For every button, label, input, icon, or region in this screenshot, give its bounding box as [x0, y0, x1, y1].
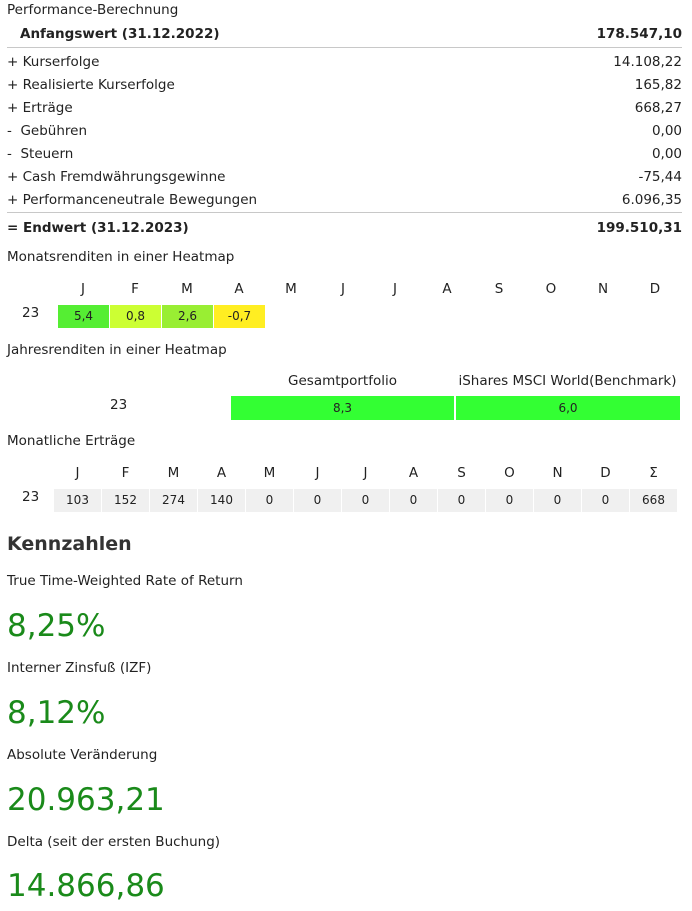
heatmap-month-header: J: [81, 281, 85, 297]
income-cell: 0: [342, 489, 389, 512]
perf-label: - Steuern: [7, 145, 74, 162]
heatmap-month-header: A: [234, 281, 244, 297]
heatmap-cell: -0,7: [214, 305, 265, 328]
income-month-header: J: [75, 465, 80, 481]
income-month-header: J: [315, 465, 320, 481]
yearly-cell-portfolio: 8,3: [231, 396, 454, 420]
heatmap-cell: 0,8: [110, 305, 161, 328]
income-month-header: O: [504, 465, 515, 481]
perf-row-neutral: + Performanceneutrale Bewegungen 6.096,3…: [7, 188, 682, 211]
income-year-label: 23: [22, 489, 40, 505]
yearly-year-label: 23: [110, 397, 128, 413]
perf-value: 668,27: [634, 99, 682, 116]
perf-value: -75,44: [638, 168, 682, 185]
perf-value: 14.108,22: [613, 53, 682, 70]
income-cell: 0: [246, 489, 293, 512]
heatmap-cell: 5,4: [58, 305, 109, 328]
divider: [7, 47, 682, 48]
heatmap-month-header: N: [597, 281, 609, 297]
kpi-label-izf: Interner Zinsfuß (IZF): [7, 660, 152, 676]
perf-row-kurserfolge: + Kurserfolge 14.108,22: [7, 50, 682, 73]
heatmap-year-label: 23: [22, 305, 40, 321]
kpi-value-ttwror: 8,25%: [7, 608, 106, 644]
heatmap-month-header: M: [285, 281, 297, 297]
divider: [7, 212, 682, 213]
income-cell: 0: [294, 489, 341, 512]
income-cell: 152: [102, 489, 149, 512]
perf-row-realisierte: + Realisierte Kurserfolge 165,82: [7, 73, 682, 96]
heatmap-month-header: M: [181, 281, 193, 297]
income-month-header: D: [600, 465, 611, 481]
yearly-col-portfolio: Gesamtportfolio: [288, 373, 397, 389]
income-cell: 103: [54, 489, 101, 512]
income-month-header: A: [408, 465, 419, 481]
perf-label: + Kurserfolge: [7, 53, 100, 70]
yearly-heatmap-title: Jahresrenditen in einer Heatmap: [7, 342, 227, 358]
perf-label: + Cash Fremdwährungsgewinne: [7, 168, 226, 185]
perf-label: - Gebühren: [7, 122, 88, 139]
perf-label: + Performanceneutrale Bewegungen: [7, 191, 258, 208]
perf-row-ertraege: + Erträge 668,27: [7, 96, 682, 119]
heatmap-month-header: A: [442, 281, 452, 297]
perf-value: 178.547,10: [596, 25, 682, 42]
kennzahlen-title: Kennzahlen: [7, 533, 132, 555]
heatmap-month-header: O: [545, 281, 557, 297]
income-cell: 0: [534, 489, 581, 512]
kpi-label-absolute: Absolute Veränderung: [7, 747, 158, 763]
perf-row-anfangswert: Anfangswert (31.12.2022) 178.547,10: [7, 22, 682, 45]
perf-value: 165,82: [634, 76, 682, 93]
perf-value: 199.510,31: [596, 219, 682, 236]
income-cell: 274: [150, 489, 197, 512]
kpi-value-izf: 8,12%: [7, 695, 106, 731]
perf-label: + Realisierte Kurserfolge: [7, 76, 175, 93]
heatmap-month-header: J: [341, 281, 345, 297]
perf-label: + Erträge: [7, 99, 73, 116]
income-month-header: S: [457, 465, 466, 481]
heatmap-month-header: J: [393, 281, 397, 297]
perf-label: = Endwert (31.12.2023): [7, 219, 189, 236]
perf-label: Anfangswert (31.12.2022): [20, 25, 220, 42]
perf-row-gebuehren: - Gebühren 0,00: [7, 119, 682, 142]
kpi-value-delta: 14.866,86: [7, 868, 165, 904]
perf-value: 0,00: [651, 145, 682, 162]
yearly-cell-benchmark: 6,0: [456, 396, 680, 420]
monthly-income-title: Monatliche Erträge: [7, 433, 136, 449]
yearly-col-benchmark: iShares MSCI World(Benchmark): [458, 373, 677, 389]
income-cell: 668: [630, 489, 677, 512]
perf-row-cash-fx: + Cash Fremdwährungsgewinne -75,44: [7, 165, 682, 188]
income-cell: 0: [438, 489, 485, 512]
perf-row-endwert: = Endwert (31.12.2023) 199.510,31: [7, 216, 682, 239]
heatmap-month-header: S: [494, 281, 504, 297]
income-cell: 0: [390, 489, 437, 512]
income-cell: 0: [486, 489, 533, 512]
income-month-header: Σ: [649, 465, 658, 481]
heatmap-month-header: D: [649, 281, 661, 297]
heatmap-cell: 2,6: [162, 305, 213, 328]
kpi-value-absolute: 20.963,21: [7, 782, 165, 818]
income-month-header: M: [263, 465, 276, 481]
income-month-header: A: [216, 465, 227, 481]
perf-row-steuern: - Steuern 0,00: [7, 142, 682, 165]
perf-value: 0,00: [651, 122, 682, 139]
income-month-header: J: [363, 465, 368, 481]
kpi-label-ttwror: True Time-Weighted Rate of Return: [7, 573, 243, 589]
income-month-header: N: [552, 465, 563, 481]
income-cell: 140: [198, 489, 245, 512]
heatmap-month-header: F: [131, 281, 139, 297]
income-cell: 0: [582, 489, 629, 512]
income-month-header: M: [167, 465, 180, 481]
kpi-label-delta: Delta (seit der ersten Buchung): [7, 834, 221, 850]
income-month-header: F: [121, 465, 130, 481]
monthly-heatmap-title: Monatsrenditen in einer Heatmap: [7, 249, 235, 265]
performance-title: Performance-Berechnung: [7, 2, 179, 18]
perf-value: 6.096,35: [621, 191, 682, 208]
